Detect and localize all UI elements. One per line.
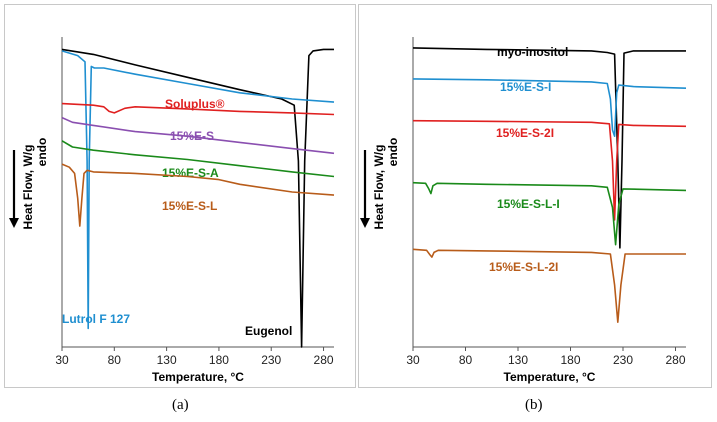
x-tick-label: 180: [209, 353, 229, 367]
series-line-15-e-s: [61, 116, 335, 155]
y-axis-title: Heat Flow, W/g: [21, 145, 35, 230]
panel-label-b: (b): [525, 397, 543, 413]
x-tick-label: 280: [314, 353, 334, 367]
series-label: Eugenol: [245, 324, 292, 338]
x-tick-label: 230: [261, 353, 281, 367]
endo-arrow-head: [9, 218, 19, 228]
x-tick-label: 130: [157, 353, 177, 367]
series-line-15-e-s-i: [412, 78, 687, 137]
series-label: Soluplus®: [165, 97, 225, 111]
series-line-15-e-s-l-i: [412, 181, 687, 246]
endo-label: endo: [386, 138, 400, 167]
x-tick-label: 180: [560, 353, 580, 367]
series-line-soluplus-: [61, 102, 335, 116]
panel-a-frame: [4, 4, 356, 388]
series-label: 15%E-S-A: [162, 166, 219, 180]
series-label: 15%E-S-2I: [496, 126, 554, 140]
x-tick-label: 80: [108, 353, 122, 367]
series-label: 15%E-S-L-I: [497, 197, 560, 211]
x-tick-label: 80: [459, 353, 473, 367]
series-line-lutrol-f-127: [61, 50, 335, 330]
series-label: 15%E-S-L: [162, 199, 217, 213]
series-label: 15%E-S-L-2I: [489, 260, 558, 274]
y-axis-title: Heat Flow, W/g: [372, 145, 386, 230]
series-line-eugenol: [61, 48, 334, 348]
x-tick-label: 30: [406, 353, 420, 367]
x-tick-label: 280: [665, 353, 685, 367]
series-line-15-e-s-l: [61, 163, 335, 227]
series-line-15-e-s-a: [61, 140, 335, 178]
series-line-myo-inositol: [412, 47, 686, 249]
panel-label-a: (a): [172, 397, 189, 413]
series-label: myo-inositol: [497, 45, 568, 59]
x-tick-label: 230: [613, 353, 633, 367]
series-line-15-e-s-l-2i: [412, 248, 686, 324]
endo-label: endo: [35, 138, 49, 167]
endo-arrow-head: [360, 218, 370, 228]
panel-a-chart: 30 80 130 180 230 280 Temperature, °C Heat Flow…: [9, 37, 335, 384]
series-label: Lutrol F 127: [62, 312, 130, 326]
x-tick-label: 30: [55, 353, 69, 367]
x-axis-title: Temperature, °C: [504, 370, 596, 384]
series-label: 15%E-S-I: [500, 80, 551, 94]
x-axis-title: Temperature, °C: [152, 370, 244, 384]
panel-b-frame: [358, 4, 712, 388]
series-label: 15%E-S: [170, 129, 214, 143]
series-line-15-e-s-2i: [412, 119, 687, 221]
panel-b-chart: 30 80 130 180 230 280 Temperature, °C Heat Flow…: [360, 37, 687, 384]
x-tick-label: 130: [508, 353, 528, 367]
